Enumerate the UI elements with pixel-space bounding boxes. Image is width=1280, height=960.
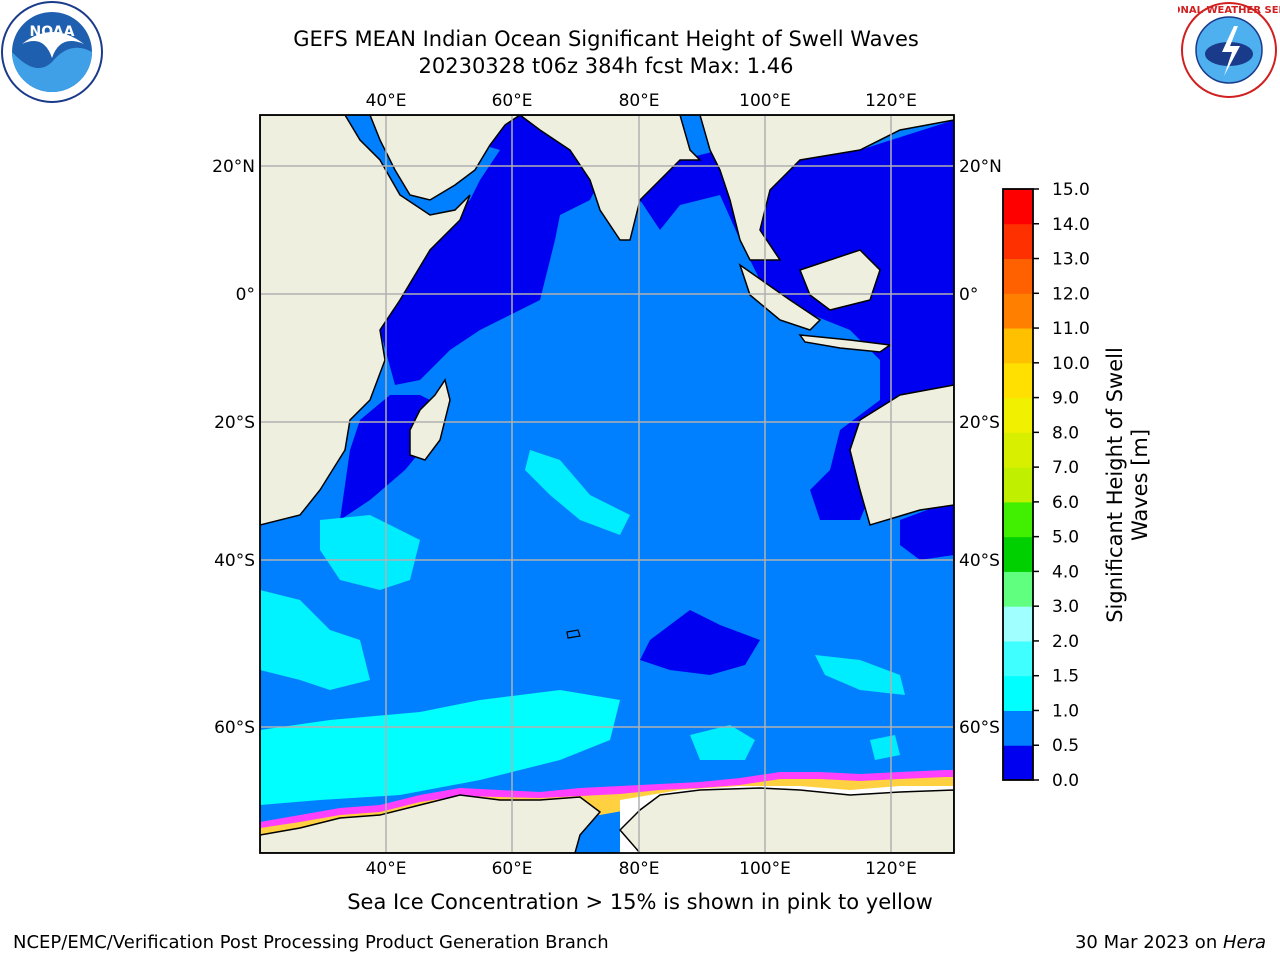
east-high-swell-patch <box>815 655 905 695</box>
lat-label-right: 0° <box>959 285 978 305</box>
south-atlantic-edge-high-swell <box>260 590 370 690</box>
colorbar-tick-label: 0.0 <box>1052 771 1079 791</box>
svg-text:NOAA: NOAA <box>30 24 75 40</box>
central-high-swell-patch <box>525 450 630 535</box>
colorbar-segment <box>1003 328 1033 364</box>
colorbar-tick-label: 11.0 <box>1052 319 1090 339</box>
southern-ocean-low-swell-patch <box>640 610 760 675</box>
colorbar-tick-label: 0.5 <box>1052 736 1079 756</box>
lat-label-left: 20°S <box>214 413 255 433</box>
colorbar-tick-label: 4.0 <box>1052 562 1079 582</box>
southern-australia-low-swell <box>900 500 954 560</box>
national-weather-service-logo: NATIONAL WEATHER SERVICE <box>1178 2 1280 98</box>
madagascar-landmass <box>409 378 451 461</box>
footer-producer: NCEP/EMC/Verification Post Processing Pr… <box>13 932 609 953</box>
colorbar-segment <box>1003 223 1033 260</box>
lat-label-left: 40°S <box>214 551 255 571</box>
colorbar-tick-label: 1.5 <box>1052 667 1079 687</box>
svg-text:NATIONAL WEATHER SERVICE: NATIONAL WEATHER SERVICE <box>1178 5 1280 16</box>
colorbar-frame <box>1002 188 1034 781</box>
lon-labels-top: 40°E 60°E 80°E 100°E 120°E <box>366 91 917 111</box>
colorbar-tick-label: 5.0 <box>1052 528 1079 548</box>
colorbar-tick-label: 7.0 <box>1052 458 1079 478</box>
colorbar-segment <box>1003 467 1033 503</box>
sea-ice-note: Sea Ice Concentration > 15% is shown in … <box>347 890 933 914</box>
colorbar-tick-label: 3.0 <box>1052 597 1079 617</box>
colorbar-tick-label: 13.0 <box>1052 250 1090 270</box>
map-plot-area <box>260 115 954 853</box>
colorbar-segment <box>1003 745 1033 781</box>
lon-label-bottom: 40°E <box>366 859 407 879</box>
lat-label-left: 20°N <box>212 157 255 177</box>
map-frame <box>259 114 955 854</box>
colorbar-segment <box>1003 362 1033 399</box>
lat-label-left: 0° <box>236 285 255 305</box>
footer-date-text: 30 Mar 2023 on <box>1074 932 1223 953</box>
lat-label-right: 20°N <box>959 157 1002 177</box>
colorbar-segment <box>1003 432 1033 468</box>
colorbar-title-line2: Waves [m] <box>1128 428 1152 542</box>
colorbar-tick-label: 6.0 <box>1052 493 1079 513</box>
arabian-peninsula-landmass <box>369 115 522 201</box>
lat-label-right: 20°S <box>959 413 1000 433</box>
southwest-indian-high-swell <box>320 515 420 590</box>
lon-label-top: 80°E <box>619 91 660 111</box>
lat-labels-left: 20°N 0° 20°S 40°S 60°S <box>212 157 255 738</box>
lon-label-top: 100°E <box>739 91 791 111</box>
lat-label-left: 60°S <box>214 718 255 738</box>
colorbar-segment <box>1003 397 1033 433</box>
colorbar-segment <box>1003 675 1033 711</box>
lon-label-bottom: 100°E <box>739 859 791 879</box>
colorbar-tick-label: 9.0 <box>1052 389 1079 409</box>
colorbar-tick-label: 10.0 <box>1052 354 1090 374</box>
noaa-logo: NOAA <box>1 1 103 103</box>
colorbar-tick-label: 12.0 <box>1052 284 1090 304</box>
lat-label-right: 40°S <box>959 551 1000 571</box>
chart-title: GEFS MEAN Indian Ocean Significant Heigh… <box>293 27 919 51</box>
colorbar-segment <box>1003 258 1033 294</box>
colorbar-tick-label: 2.0 <box>1052 632 1079 652</box>
colorbar-tick-label: 8.0 <box>1052 423 1079 443</box>
lon-label-bottom: 60°E <box>492 859 533 879</box>
lon-labels-bottom: 40°E 60°E 80°E 100°E 120°E <box>366 859 917 879</box>
bay-of-bengal-low-swell <box>640 120 954 520</box>
sumatra-borneo-landmass <box>738 249 881 331</box>
indian-subcontinent-landmass <box>518 115 702 241</box>
colorbar-segment <box>1003 293 1033 329</box>
colorbar-segment <box>1003 640 1033 677</box>
lat-labels-right: 20°N 0° 20°S 40°S 60°S <box>959 157 1002 738</box>
southern-high-swell-patch-east <box>690 725 755 760</box>
lon-label-top: 40°E <box>366 91 407 111</box>
colorbar-title-line1: Significant Height of Swell <box>1103 347 1127 623</box>
lat-label-right: 60°S <box>959 718 1000 738</box>
kerguelen-island <box>566 629 581 639</box>
colorbar-tick-label: 15.0 <box>1052 180 1090 200</box>
southern-high-swell-band <box>260 690 620 805</box>
australia-landmass <box>849 384 954 526</box>
lon-label-bottom: 120°E <box>865 859 917 879</box>
map-gridlines <box>260 115 954 853</box>
colorbar: 0.0 0.5 1.0 1.5 2.0 3.0 4.0 5.0 6.0 7.0 8.0 9.0 10.0… <box>1002 180 1090 791</box>
footer-date: 30 Mar 2023 on Hera <box>1075 932 1266 953</box>
colorbar-segment <box>1003 571 1033 607</box>
arabian-sea-low-swell <box>380 115 600 385</box>
southern-high-swell-patch-far-east <box>870 735 900 760</box>
colorbar-segment <box>1003 606 1033 642</box>
colorbar-segment <box>1003 189 1033 225</box>
java-landmass <box>798 334 893 353</box>
lon-label-bottom: 80°E <box>619 859 660 879</box>
chart-subtitle-run-info: 20230328 t06z 384h fcst Max: 1.46 <box>418 54 794 78</box>
colorbar-segment <box>1003 501 1033 538</box>
footer-machine: Hera <box>1222 932 1266 953</box>
antarctica-landmass <box>260 787 954 853</box>
colorbar-tick-label: 1.0 <box>1052 701 1079 721</box>
colorbar-tick-label: 14.0 <box>1052 215 1090 235</box>
lon-label-top: 60°E <box>492 91 533 111</box>
colorbar-segment <box>1003 710 1033 746</box>
lon-label-top: 120°E <box>865 91 917 111</box>
colorbar-segment <box>1003 536 1033 572</box>
